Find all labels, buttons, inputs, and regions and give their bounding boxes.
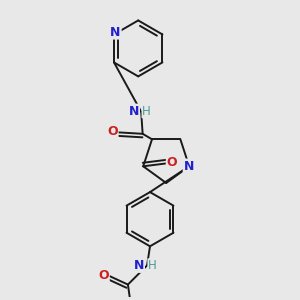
Text: N: N <box>129 105 139 118</box>
Text: H: H <box>142 105 151 118</box>
Text: H: H <box>148 259 157 272</box>
Text: N: N <box>110 26 121 39</box>
Text: N: N <box>134 259 144 272</box>
Text: O: O <box>107 125 118 138</box>
Text: O: O <box>98 268 109 282</box>
Text: O: O <box>167 156 177 169</box>
Text: N: N <box>184 160 194 173</box>
